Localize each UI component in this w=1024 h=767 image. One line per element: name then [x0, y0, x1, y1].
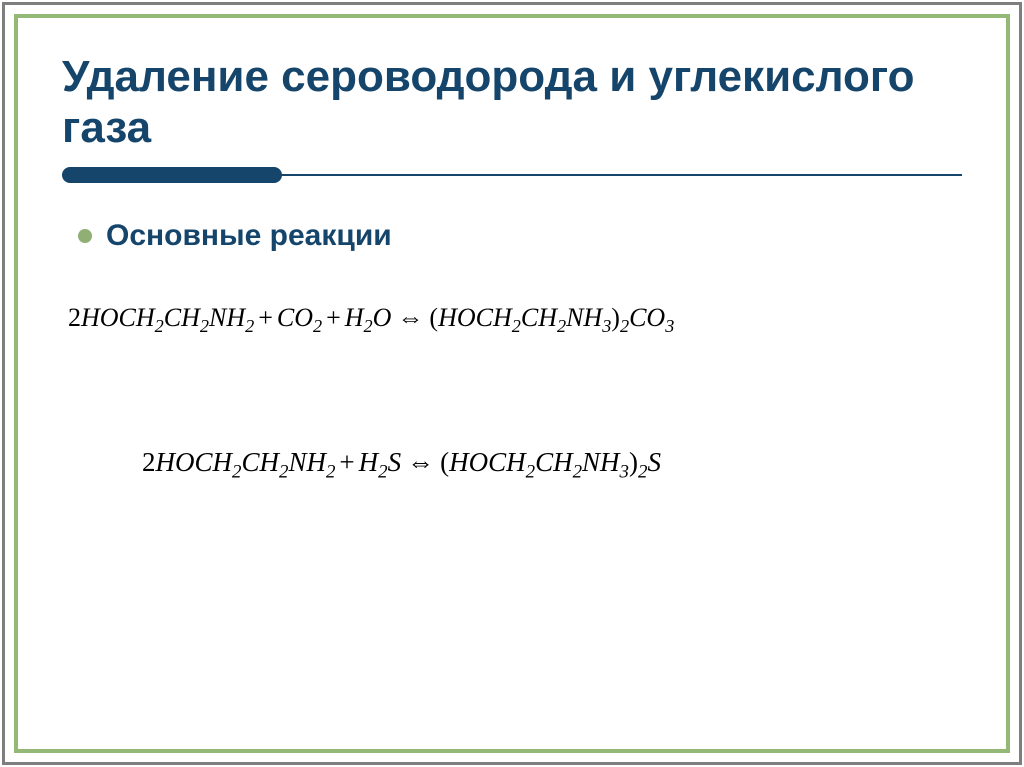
slide: Удаление сероводорода и углекислого газа…	[0, 0, 1024, 767]
content-area: Удаление сероводорода и углекислого газа…	[18, 18, 1006, 749]
underline-bar	[62, 167, 282, 183]
title-underline	[62, 167, 962, 183]
inner-frame: Удаление сероводорода и углекислого газа…	[14, 14, 1010, 753]
equation-1: 2HOCH2CH2NH2+CO2+H2O⇔(HOCH2CH2NH3)2CO3	[68, 303, 962, 337]
slide-title: Удаление сероводорода и углекислого газа	[62, 52, 962, 153]
bullet-dot-icon	[78, 229, 92, 243]
bullet-row: Основные реакции	[78, 219, 962, 253]
equation-2: 2HOCH2CH2NH2+H2S⇔(HOCH2CH2NH3)2S	[142, 447, 962, 483]
bullet-text: Основные реакции	[106, 219, 392, 253]
